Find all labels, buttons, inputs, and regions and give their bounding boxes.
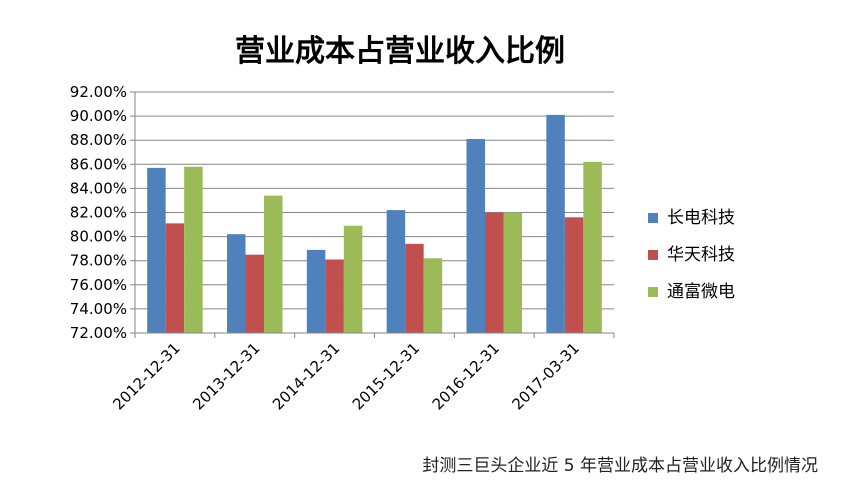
y-tick-label: 72.00%: [70, 324, 127, 342]
y-tick-label: 78.00%: [70, 252, 127, 270]
bar-华天科技-2012-12-31: [165, 223, 185, 333]
y-tick-label: 86.00%: [70, 155, 127, 173]
y-axis-ticks: 72.00% 74.00% 76.00% 78.00% 80.00% 82.00% 84.0…: [70, 83, 135, 342]
x-tick-label: 2014-12-31: [269, 339, 343, 413]
gridlines: [135, 91, 614, 334]
bar-长电科技-2016-12-31: [466, 138, 485, 333]
y-tick-label: 80.00%: [70, 228, 127, 246]
y-tick-label: 76.00%: [70, 276, 127, 294]
y-tick-label: 74.00%: [70, 300, 127, 318]
y-tick-label: 92.00%: [70, 83, 127, 101]
bar-通富微电-2017-03-31: [583, 161, 602, 333]
y-tick-label: 88.00%: [70, 131, 127, 149]
bar-华天科技-2016-12-31: [485, 212, 504, 333]
x-tick-label: 2015-12-31: [349, 339, 423, 413]
bar-长电科技-2013-12-31: [227, 234, 246, 333]
bar-华天科技-2015-12-31: [405, 243, 424, 333]
bar-长电科技-2014-12-31: [306, 249, 326, 333]
bar-通富微电-2013-12-31: [264, 195, 283, 333]
legend-label: 通富微电: [667, 282, 735, 302]
bar-华天科技-2013-12-31: [245, 254, 264, 333]
x-tick-label: 2013-12-31: [189, 339, 263, 413]
legend-swatch: [648, 287, 658, 297]
x-tick-label: 2017-03-31: [509, 339, 583, 413]
bar-通富微电-2012-12-31: [184, 166, 203, 333]
y-tick-label: 84.00%: [70, 179, 127, 197]
chart-title: 营业成本占营业收入比例: [235, 34, 565, 69]
legend-label: 华天科技: [667, 245, 735, 265]
x-axis-ticks: 2012-12-31 2013-12-31 2014-12-31 2015-12-31…: [109, 333, 615, 413]
legend-swatch: [648, 250, 658, 260]
bar-通富微电-2014-12-31: [343, 225, 363, 333]
bar-通富微电-2016-12-31: [503, 212, 522, 333]
y-tick-label: 90.00%: [70, 107, 127, 125]
x-tick-label: 2016-12-31: [429, 339, 503, 413]
bar-长电科技-2012-12-31: [147, 167, 166, 333]
legend-swatch: [648, 213, 658, 223]
bar-长电科技-2015-12-31: [386, 210, 406, 333]
bar-长电科技-2017-03-31: [546, 114, 565, 334]
bar-华天科技-2017-03-31: [564, 217, 584, 333]
y-tick-label: 82.00%: [70, 204, 127, 222]
bar-通富微电-2015-12-31: [423, 258, 443, 333]
bar-series: [147, 114, 602, 334]
x-tick-label: 2012-12-31: [109, 339, 183, 413]
bar-华天科技-2014-12-31: [325, 259, 344, 333]
chart-caption: 封测三巨头企业近 5 年营业成本占营业收入比例情况: [422, 456, 818, 476]
legend-label: 长电科技: [667, 208, 735, 228]
